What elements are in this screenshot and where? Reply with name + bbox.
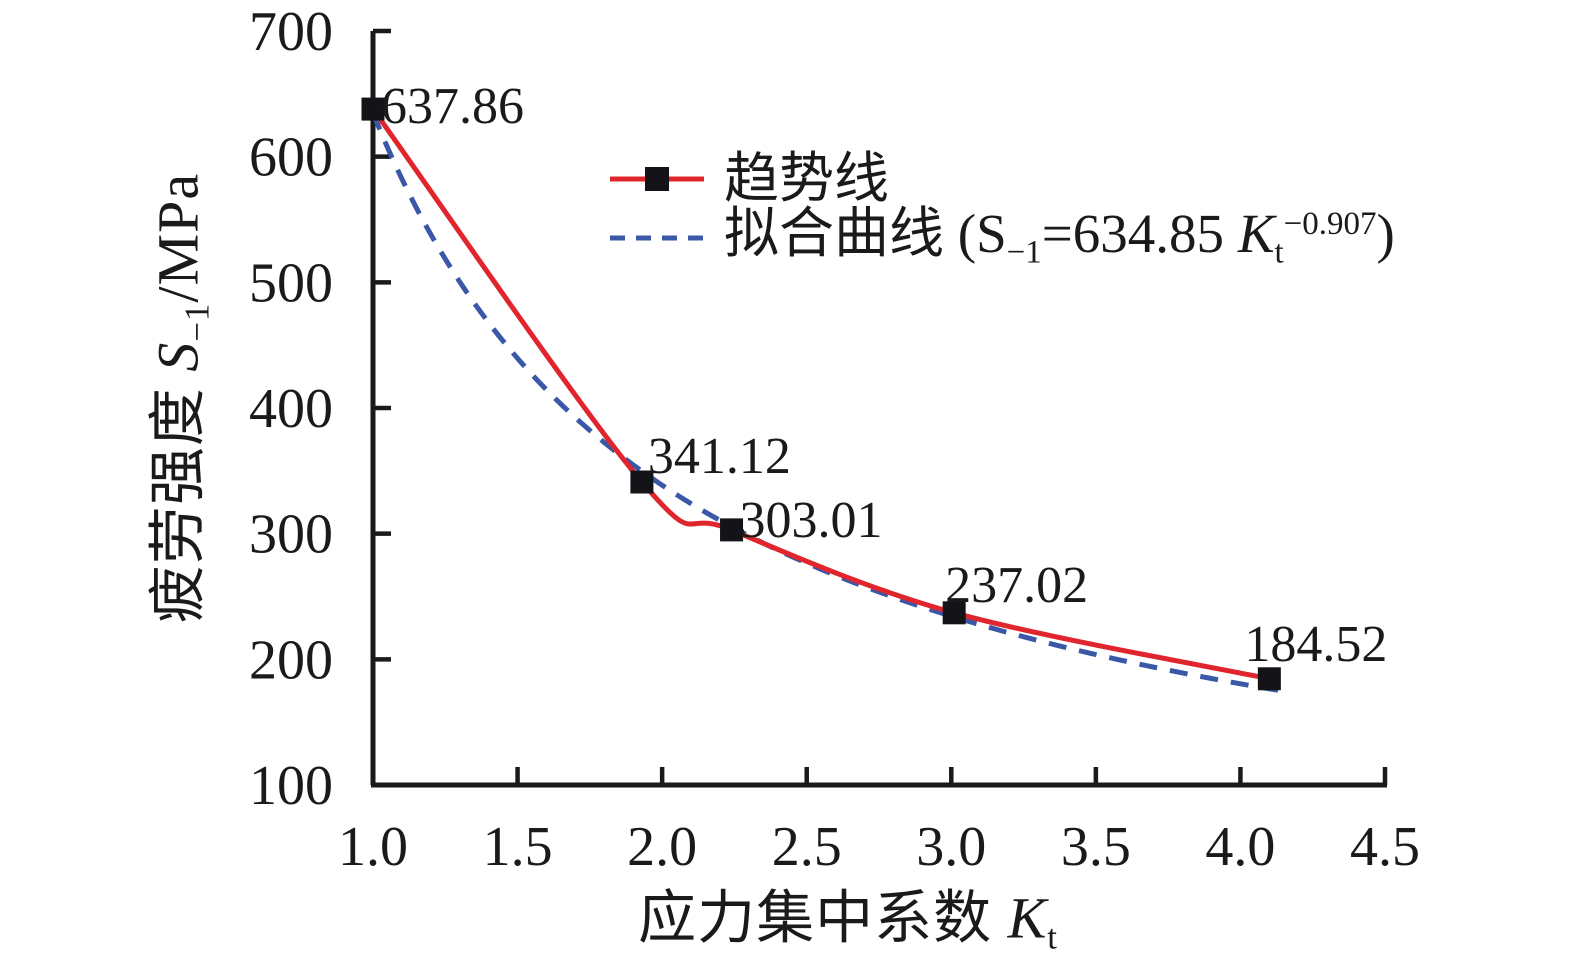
x-axis-label: 应力集中系数 Kt: [638, 870, 1058, 957]
fit-curve-swatch: [610, 222, 704, 254]
legend: 趋势线 拟合曲线 (S−1=634.85 Kt−0.907): [610, 150, 1395, 269]
x-axis-symbol: K: [1007, 885, 1048, 951]
x-tick-label: 1.0: [338, 816, 408, 878]
y-axis-label: 疲劳强度 S−1/MPa: [130, 173, 217, 623]
y-tick-label: 600: [249, 127, 333, 189]
x-axis-label-text: 应力集中系数: [638, 885, 1008, 951]
y-tick-label: 100: [249, 755, 333, 817]
data-point-marker: [1257, 667, 1281, 691]
x-tick-label: 1.5: [483, 816, 553, 878]
data-point-marker: [361, 97, 385, 121]
data-point-label: 303.01: [740, 492, 883, 549]
y-tick-label: 500: [249, 252, 333, 314]
data-point-label: 637.86: [381, 78, 524, 135]
y-axis-symbol-subscript: −1: [177, 302, 217, 342]
legend-entry-trend: 趋势线: [610, 150, 1395, 207]
x-tick-label: 4.0: [1205, 816, 1275, 878]
x-tick-label: 3.5: [1061, 816, 1131, 878]
fit-curve-label: 拟合曲线 (S−1=634.85 Kt−0.907): [724, 206, 1395, 270]
fit-label-exponent: −0.907: [1283, 205, 1377, 242]
data-point-marker: [942, 601, 966, 625]
fit-label-symbol: K: [1237, 202, 1275, 264]
trend-swatch-marker: [645, 166, 669, 191]
y-axis-unit: /MPa: [145, 172, 211, 303]
x-tick-label: 3.0: [916, 816, 986, 878]
y-tick-label: 400: [249, 378, 333, 440]
y-axis-symbol: S: [145, 341, 211, 372]
y-tick-label: 700: [249, 1, 333, 63]
data-point-label: 237.02: [945, 557, 1088, 614]
data-point-label: 184.52: [1244, 616, 1387, 673]
fit-label-equation: =634.85: [1041, 202, 1238, 264]
fit-label-suffix: ): [1376, 202, 1395, 264]
fit-label-sub1: −1: [1006, 234, 1042, 271]
fit-label-prefix: 拟合曲线 (S: [724, 202, 1007, 264]
y-tick-label: 200: [249, 629, 333, 691]
data-point-label: 341.12: [648, 428, 791, 485]
fit-label-sub2: t: [1274, 234, 1284, 271]
x-tick-label: 2.5: [772, 816, 842, 878]
x-tick-label: 4.5: [1350, 816, 1420, 878]
y-tick-label: 300: [249, 504, 333, 566]
legend-entry-fit: 拟合曲线 (S−1=634.85 Kt−0.907): [610, 206, 1395, 269]
trend-line-swatch: [610, 163, 704, 195]
trend-line-label: 趋势线: [724, 148, 890, 209]
x-tick-label: 2.0: [627, 816, 697, 878]
data-point-marker: [630, 470, 654, 494]
x-axis-symbol-subscript: t: [1047, 917, 1058, 957]
y-axis-label-text: 疲劳强度: [145, 371, 211, 624]
data-point-marker: [720, 518, 744, 542]
